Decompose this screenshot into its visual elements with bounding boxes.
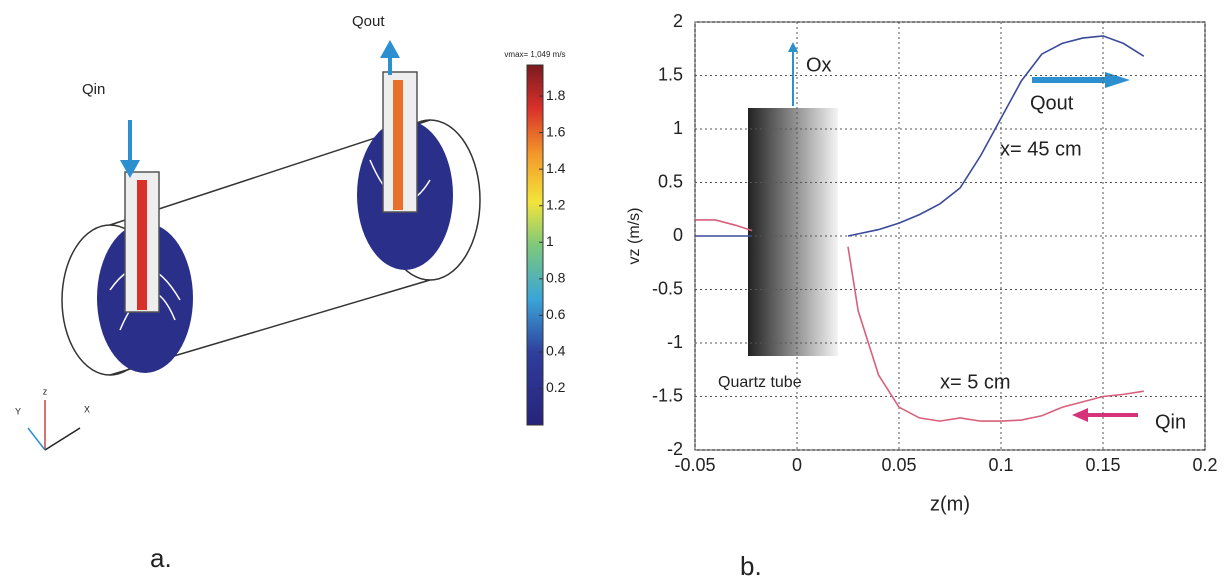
x-tick-label: 0.1 [988, 455, 1013, 475]
annotation: Ox [806, 54, 832, 76]
qin-arrowhead [1072, 408, 1088, 422]
x-tick-label: 0.2 [1192, 455, 1217, 475]
colorbar-tick-label: 0.2 [546, 379, 566, 395]
qout-label: Qout [352, 13, 385, 30]
reactor-drawing [27, 40, 481, 451]
axis-x-label: X [84, 404, 90, 414]
y-tick-label: -0.5 [652, 278, 683, 298]
qin-label: Qin [82, 81, 105, 98]
annotation: Qin [1155, 411, 1186, 433]
colorbar-tick-label: 1.8 [546, 87, 566, 103]
y-tick-label: -1 [667, 332, 683, 352]
x-tick-label: 0.05 [881, 455, 916, 475]
y-tick-label: 2 [673, 11, 683, 31]
x-axis-label: z(m) [930, 493, 970, 515]
colorbar-tick-label: 1.4 [546, 160, 566, 176]
series-label: x= 5 cm [940, 371, 1011, 393]
colorbar-title: vmax= 1,049 m/s [504, 50, 565, 59]
colorbar-tick-label: 0.6 [546, 306, 566, 322]
panel-label: b. [740, 551, 762, 579]
x-tick-label: 0.15 [1085, 455, 1120, 475]
y-tick-label: 0.5 [658, 171, 683, 191]
colorbar-tick-label: 1 [546, 233, 554, 249]
colorbar-tick-label: 0.4 [546, 343, 566, 359]
y-axis-label: vz (m/s) [626, 208, 643, 265]
colorbar-tick-label: 0.8 [546, 270, 566, 286]
colorbar-tick-label: 1.2 [546, 196, 566, 212]
y-tick-label: 1 [673, 118, 683, 138]
data-line [695, 35, 1145, 237]
annotation: Quartz tube [718, 374, 802, 391]
axis-z-label: z [43, 386, 48, 396]
y-tick-label: -2 [667, 439, 683, 459]
ox-arrowhead [788, 42, 798, 52]
x-tick-label: -0.05 [674, 455, 715, 475]
quartz-tube [748, 108, 838, 356]
colorbar [526, 64, 544, 426]
colorbar-tick-label: 1.6 [546, 123, 566, 139]
qout-arrowhead [1105, 72, 1130, 88]
y-tick-label: 0 [673, 225, 683, 245]
x-tick-label: 0 [792, 455, 802, 475]
y-tick-label: 1.5 [658, 64, 683, 84]
axis-y-label: Y [15, 406, 21, 416]
annotation: Qout [1030, 92, 1074, 114]
data-line [695, 219, 1144, 422]
y-tick-label: -1.5 [652, 385, 683, 405]
series-label: x= 45 cm [1000, 138, 1082, 160]
panel-label: a. [150, 543, 172, 573]
